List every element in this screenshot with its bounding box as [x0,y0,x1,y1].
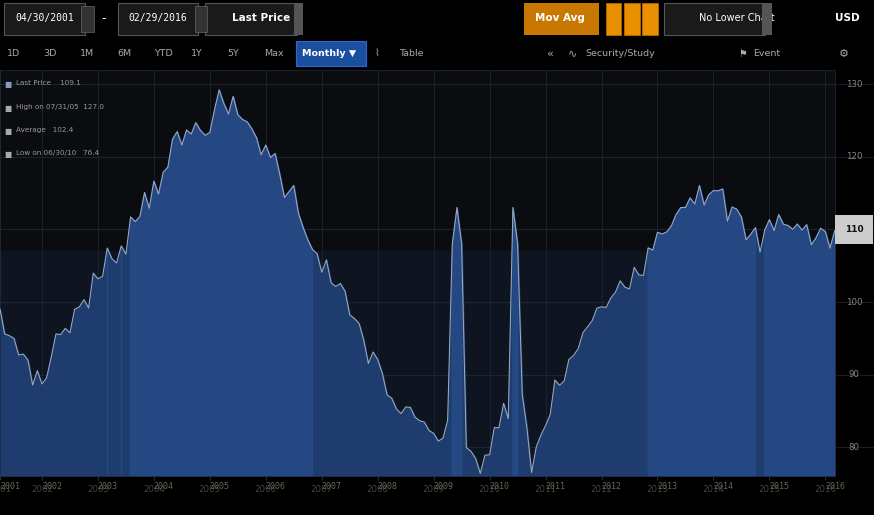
Text: ■: ■ [4,150,12,159]
Text: High on 07/31/05  127.0: High on 07/31/05 127.0 [17,104,104,110]
Text: Max: Max [264,49,283,58]
Text: 100: 100 [846,298,863,306]
Text: 2006: 2006 [266,482,286,490]
Text: 2009: 2009 [434,482,454,490]
Text: 2003: 2003 [98,482,118,490]
Text: 2014: 2014 [713,482,733,490]
Bar [664,3,765,35]
Text: 2012: 2012 [601,482,621,490]
Text: 120: 120 [846,152,863,161]
Text: 5Y: 5Y [227,49,239,58]
Bar [624,3,640,35]
Text: 2015: 2015 [769,482,789,490]
Text: Last Price: Last Price [232,13,290,23]
Text: 1M: 1M [80,49,94,58]
Text: 02/29/2016: 02/29/2016 [128,13,188,23]
Text: Average   102.4: Average 102.4 [17,127,73,133]
Text: 2002: 2002 [42,482,62,490]
Text: Table: Table [399,49,424,58]
Text: 2008: 2008 [378,482,398,490]
Text: No Lower Chart: No Lower Chart [699,13,775,23]
Text: 04/30/2001: 04/30/2001 [15,13,74,23]
Text: -: - [101,11,106,25]
Text: 6M: 6M [117,49,131,58]
Bar [762,3,772,35]
Text: 80: 80 [849,443,860,452]
Text: 2011: 2011 [545,482,565,490]
Text: «: « [546,48,553,59]
Bar [118,3,198,35]
Text: ⚙: ⚙ [839,48,849,59]
Bar [0,251,835,476]
Text: Monthly ▼: Monthly ▼ [302,49,356,58]
Text: 110: 110 [845,225,864,234]
Text: ⚑: ⚑ [739,48,747,59]
Text: Security/Study: Security/Study [586,49,656,58]
Text: ■: ■ [4,80,12,90]
Text: 2013: 2013 [657,482,677,490]
Text: ■: ■ [4,127,12,136]
Text: USD: USD [836,13,860,23]
Text: Event: Event [753,49,780,58]
Bar [294,3,303,35]
Bar [296,41,366,66]
Text: 1D: 1D [7,49,20,58]
Text: ■: ■ [4,104,12,113]
Text: 130: 130 [846,79,863,89]
Text: ⌇: ⌇ [375,48,379,59]
Text: 2005: 2005 [210,482,230,490]
Text: YTD: YTD [154,49,172,58]
Bar [524,3,599,35]
Bar [4,3,85,35]
Bar [205,3,297,35]
Bar [606,3,621,35]
Text: 1Y: 1Y [191,49,202,58]
Bar [642,3,658,35]
Text: 2016: 2016 [825,482,845,490]
Text: 2001: 2001 [0,482,20,490]
Bar [195,6,207,32]
Text: 90: 90 [849,370,860,379]
Bar [81,6,94,32]
Text: Last Price    109.1: Last Price 109.1 [17,80,81,87]
Text: 2007: 2007 [322,482,342,490]
Bar [836,215,873,244]
Text: ∿: ∿ [568,48,578,59]
Text: 3D: 3D [44,49,57,58]
Text: 2010: 2010 [489,482,510,490]
Text: Mov Avg: Mov Avg [535,13,586,23]
Text: Low on 06/30/10   76.4: Low on 06/30/10 76.4 [17,150,100,156]
Text: 2004: 2004 [154,482,174,490]
